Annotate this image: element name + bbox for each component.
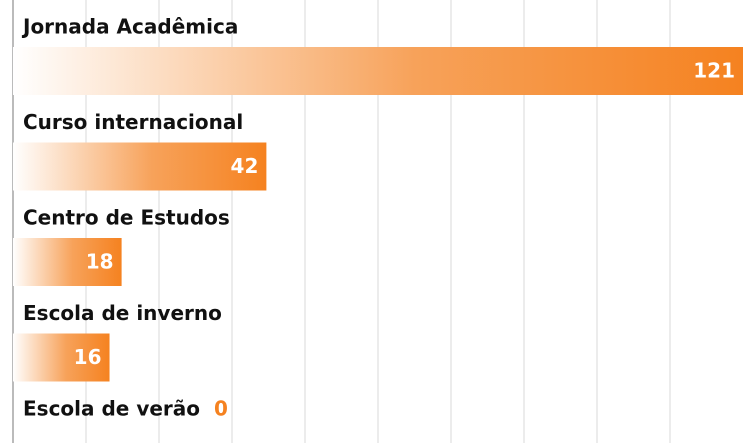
value-label: 18 [86,250,114,274]
category-label: Escola de inverno [23,301,222,325]
value-label: 42 [231,154,259,178]
bar [13,47,743,95]
bar [13,142,267,191]
category-label: Escola de verão [23,397,200,421]
value-label: 16 [74,345,102,369]
value-label: 0 [214,397,228,421]
category-label: Curso internacional [23,110,243,134]
category-label: Centro de Estudos [23,206,230,230]
value-label: 121 [693,59,735,83]
bar [13,333,110,382]
category-label: Jornada Acadêmica [21,15,238,39]
bar [13,238,122,286]
